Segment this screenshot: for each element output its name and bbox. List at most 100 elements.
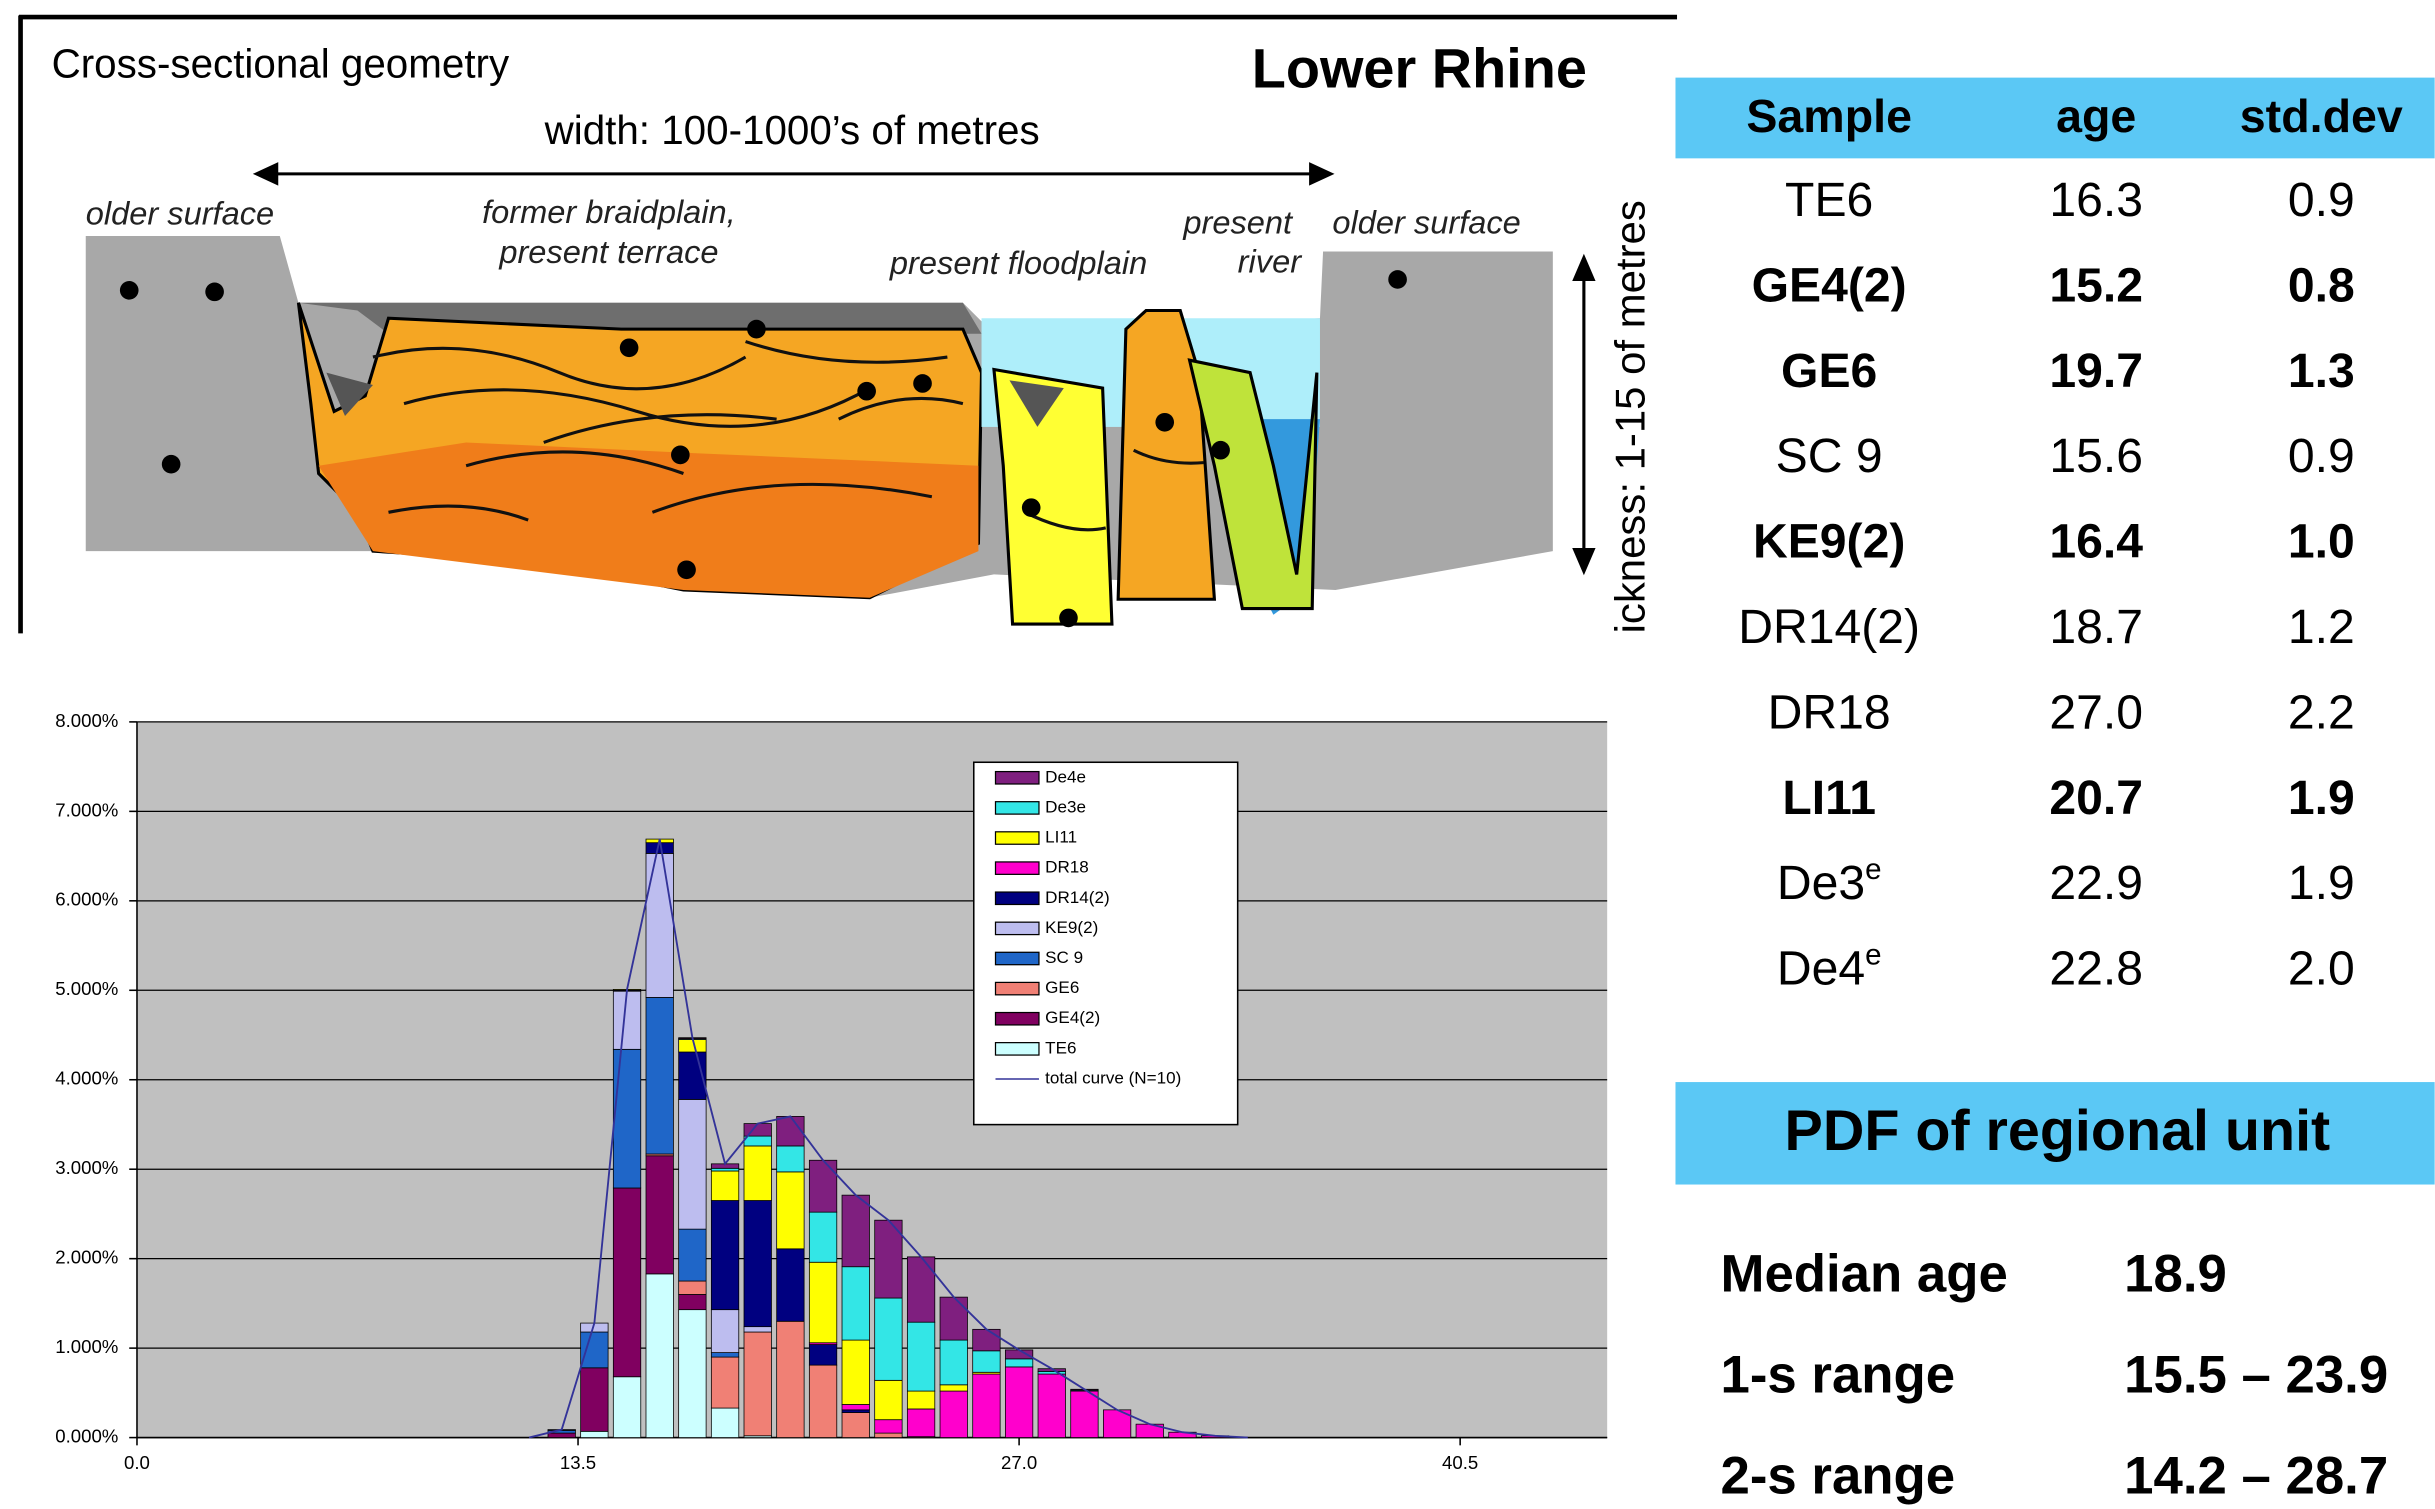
legend-swatch [994, 921, 1040, 936]
bar-segment [874, 1432, 903, 1438]
bar-segment [612, 990, 642, 1050]
table-cell: SC 9 [1776, 429, 1883, 483]
bar-segment [710, 1407, 740, 1438]
summary-value: 15.5 – 23.9 [2124, 1346, 2388, 1405]
legend-swatch [994, 981, 1040, 996]
legend-label: TE6 [1045, 1038, 1076, 1057]
bar-segment [906, 1408, 936, 1438]
bar-segment [743, 1331, 772, 1437]
legend-swatch [994, 770, 1040, 785]
table-cell: 15.2 [2049, 258, 2143, 312]
bar-segment [841, 1412, 870, 1438]
bar-segment [776, 1145, 805, 1173]
legend-swatch [994, 1011, 1040, 1026]
bar-segment [776, 1248, 805, 1322]
bar-segment [808, 1344, 838, 1366]
bar-segment [776, 1171, 805, 1250]
table-header-band [1675, 77, 2435, 159]
bar-segment [547, 1432, 576, 1438]
bar-segment [743, 1135, 772, 1147]
bar-segment [710, 1309, 740, 1353]
table-cell: 16.4 [2049, 515, 2143, 569]
bar-segment [972, 1350, 1001, 1373]
table-cell: 2.2 [2288, 685, 2355, 739]
summary-label: 2-s range [1721, 1446, 1956, 1505]
bar-segment [841, 1404, 870, 1411]
diagram-title: Cross-sectional geometry [52, 40, 510, 86]
feature-label: older surface [1332, 204, 1520, 241]
bar-segment [874, 1419, 903, 1434]
bar-segment [939, 1390, 968, 1438]
sample-dots [119, 270, 1407, 628]
legend-swatch [994, 891, 1040, 906]
y-tick-label: 3.000% [55, 1157, 118, 1178]
channel [326, 372, 373, 417]
legend-label: De4e [1045, 767, 1086, 786]
table-header: std.dev [2240, 90, 2403, 142]
cross-section: Cross-sectional geometry Lower Rhine wid… [18, 14, 1678, 634]
bar-segment [808, 1364, 838, 1438]
table-cell: DR18 [1768, 685, 1891, 739]
total-curve [528, 838, 1248, 1439]
bar-segment [678, 1294, 707, 1311]
feature-label: present terrace [498, 233, 718, 270]
legend-swatch [994, 861, 1040, 875]
summary-label: 1-s range [1721, 1346, 1956, 1405]
bar-segment [743, 1200, 772, 1328]
table-cell: KE9(2) [1753, 515, 1905, 569]
bar-segment [710, 1352, 740, 1358]
bar-segment [972, 1328, 1001, 1352]
table-cell: 1.9 [2288, 856, 2355, 910]
bar-segment [645, 853, 674, 998]
bar-segment [710, 1200, 740, 1311]
legend-label: KE9(2) [1045, 918, 1098, 937]
summary-value: 14.2 – 28.7 [2124, 1446, 2388, 1505]
bar-segment [743, 1326, 772, 1333]
bar-segment [678, 1099, 707, 1230]
superscript: e [1865, 938, 1881, 971]
table-cell: LI11 [1782, 771, 1876, 825]
table-cell: DR14(2) [1738, 600, 1920, 654]
table-cell: TE6 [1785, 173, 1873, 227]
channel [1009, 380, 1064, 427]
bar-segment [808, 1261, 838, 1344]
table-cell: GE6 [1781, 344, 1877, 398]
bar-segment [645, 1273, 674, 1438]
table-cell: De3e [1777, 853, 1882, 910]
bar-segment [580, 1331, 609, 1369]
bar-segment [710, 1356, 740, 1409]
summary-value: 18.9 [2124, 1245, 2227, 1304]
y-tick-label: 4.000% [55, 1068, 118, 1089]
channel-fill [1187, 358, 1319, 611]
superscript: e [1865, 853, 1881, 886]
legend-label: LI11 [1045, 828, 1077, 847]
y-tick-label: 1.000% [55, 1336, 118, 1357]
y-tick-label: 5.000% [55, 978, 118, 999]
legend-label: SC 9 [1045, 948, 1083, 967]
bar-segment [612, 1187, 642, 1378]
feature-label: present [1182, 204, 1294, 241]
legend-label: total curve (N=10) [1045, 1068, 1181, 1087]
thickness-label: ickness: 1-15 of metres [1607, 200, 1654, 633]
bar-segment [1004, 1366, 1034, 1438]
table-cell: 2.0 [2288, 942, 2355, 996]
bar-segment [841, 1194, 870, 1268]
legend-swatch [994, 1042, 1040, 1056]
table-header: Sample [1746, 90, 1912, 142]
bedding [372, 340, 1204, 532]
y-tick-label: 0.000% [55, 1426, 118, 1447]
feature-label: older surface [86, 194, 274, 231]
table-cell: 19.7 [2049, 344, 2143, 398]
bar-segment [645, 997, 674, 1155]
table-cell: 15.6 [2049, 429, 2143, 483]
feature-label: present floodplain [889, 244, 1147, 281]
bar-segment [939, 1296, 968, 1341]
braidplain-lower [318, 442, 979, 598]
x-tick-label: 40.5 [1442, 1452, 1478, 1473]
y-tick-label: 6.000% [55, 889, 118, 910]
legend-swatch [994, 801, 1040, 815]
floodplain [992, 367, 1114, 626]
bar-segment [841, 1409, 870, 1413]
table-cell: 1.9 [2288, 771, 2355, 825]
